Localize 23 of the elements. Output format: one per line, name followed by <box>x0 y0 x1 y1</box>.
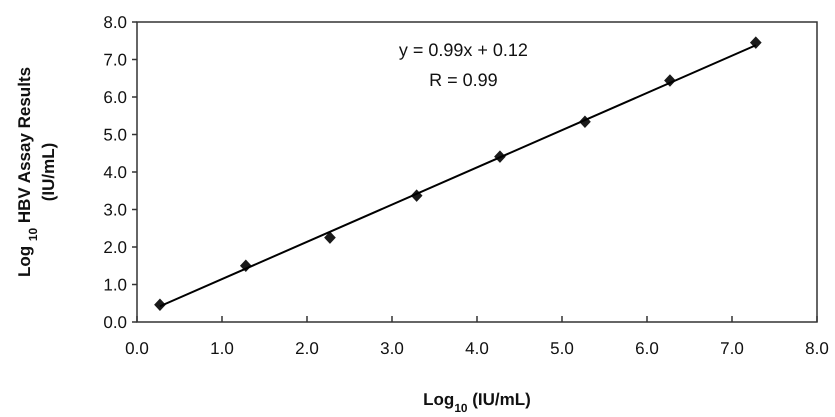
x-tick-label: 1.0 <box>210 339 234 358</box>
y-tick-label: 4.0 <box>103 162 127 182</box>
x-tick-label: 4.0 <box>465 339 489 358</box>
y-tick-label: 1.0 <box>103 275 127 294</box>
annotation: y = 0.99x + 0.12 <box>398 40 528 60</box>
y-tick-label: 7.0 <box>103 50 127 70</box>
x-axis-title: Log$_{10}$ (IU/mL) <box>423 390 531 415</box>
x-tick-label: 3.0 <box>380 339 404 358</box>
y-tick-label: 0.0 <box>103 312 127 332</box>
point <box>750 36 762 49</box>
y-tick-label: 2.0 <box>103 238 127 257</box>
x-tick-label: 0.0 <box>125 339 149 358</box>
y-tick-label: 6.0 <box>103 88 127 107</box>
y-tick-label: 3.0 <box>103 200 127 220</box>
point <box>324 231 336 244</box>
x-tick-label: 2.0 <box>295 339 319 358</box>
y-tick-label: 5.0 <box>103 125 127 144</box>
x-tick-label: 8.0 <box>805 339 829 358</box>
y-tick-label: 8.0 <box>103 12 127 32</box>
annotation: R = 0.99 <box>429 70 498 90</box>
x-tick-label: 6.0 <box>635 339 659 358</box>
x-tick-label: 5.0 <box>550 339 574 358</box>
x-tick-label: 7.0 <box>720 339 744 358</box>
